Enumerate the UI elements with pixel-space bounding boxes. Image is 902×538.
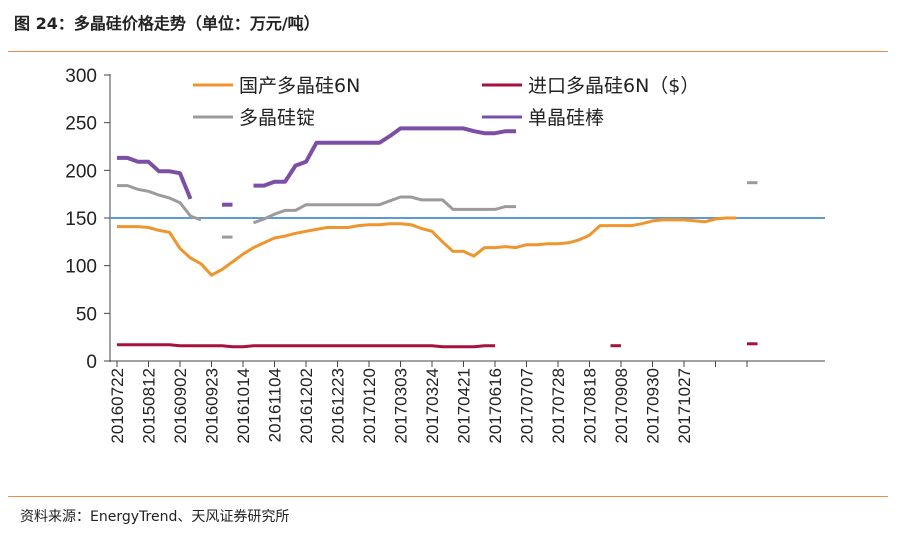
figure-title: 图 24：多晶硅价格走势（单位：万元/吨） (14, 14, 320, 33)
legend-item-mono-rod: 单晶硅棒 (482, 107, 604, 129)
x-tick-label: 20170818 (581, 368, 600, 444)
legend-item-ingot: 多晶硅锭 (193, 107, 315, 129)
legend-label-import-6n: 进口多晶硅6N（$） (528, 75, 699, 97)
x-tick-label: 20150812 (140, 368, 159, 444)
title-rule (8, 51, 888, 52)
legend-label-ingot: 多晶硅锭 (239, 107, 315, 129)
series-line-import-6n (117, 343, 495, 349)
x-tick-label: 20161223 (329, 368, 348, 444)
x-tick-label: 20171027 (675, 368, 694, 444)
x-tick-label: 20170707 (518, 368, 537, 444)
y-tick-label: 250 (65, 114, 97, 135)
legend: 国产多晶硅6N 进口多晶硅6N（$） 多晶硅锭 单晶硅棒 (193, 75, 699, 129)
x-tick-label: 20170303 (392, 368, 411, 444)
x-tick-label: 20160722 (108, 368, 127, 444)
y-tick-label: 300 (65, 66, 97, 87)
y-axis-ticks: 0 50 100 150 200 250 300 (65, 66, 110, 373)
x-tick-label: 20160923 (203, 368, 222, 444)
series-line-mono-rod (253, 126, 516, 188)
x-tick-label: 20170120 (360, 368, 379, 444)
x-tick-label: 20161202 (297, 368, 316, 444)
y-tick-label: 200 (65, 161, 97, 182)
x-tick-label: 20170616 (486, 368, 505, 444)
legend-item-poly-6n: 国产多晶硅6N (193, 75, 360, 97)
series-line-mono-rod (117, 155, 193, 200)
legend-label-poly-6n: 国产多晶硅6N (239, 75, 360, 97)
x-tick-label: 20170421 (455, 368, 474, 444)
x-tick-label: 20161014 (234, 368, 253, 444)
legend-label-mono-rod: 单晶硅棒 (528, 107, 604, 129)
x-axis-ticks: 20160722 20150812 20160902 20160923 20161014… (108, 361, 748, 444)
y-tick-label: 50 (76, 304, 97, 325)
y-tick-label: 150 (65, 209, 97, 230)
x-tick-label: 20170908 (612, 368, 631, 444)
y-tick-label: 0 (86, 352, 97, 373)
series-line-ingot (252, 195, 516, 225)
source-rule (8, 496, 888, 497)
x-tick-label: 20170728 (549, 368, 568, 444)
source-note: 资料来源：EnergyTrend、天风证券研究所 (20, 509, 290, 525)
series-line-poly-6n (117, 216, 737, 277)
x-tick-label: 20160902 (171, 368, 190, 444)
x-tick-label: 20170930 (644, 368, 663, 444)
x-tick-label: 20161104 (266, 368, 285, 442)
y-tick-label: 100 (65, 257, 97, 278)
x-tick-label: 20170324 (423, 368, 442, 444)
series-line-ingot (117, 184, 202, 222)
series-lines (117, 126, 758, 349)
legend-item-import-6n: 进口多晶硅6N（$） (482, 75, 699, 97)
